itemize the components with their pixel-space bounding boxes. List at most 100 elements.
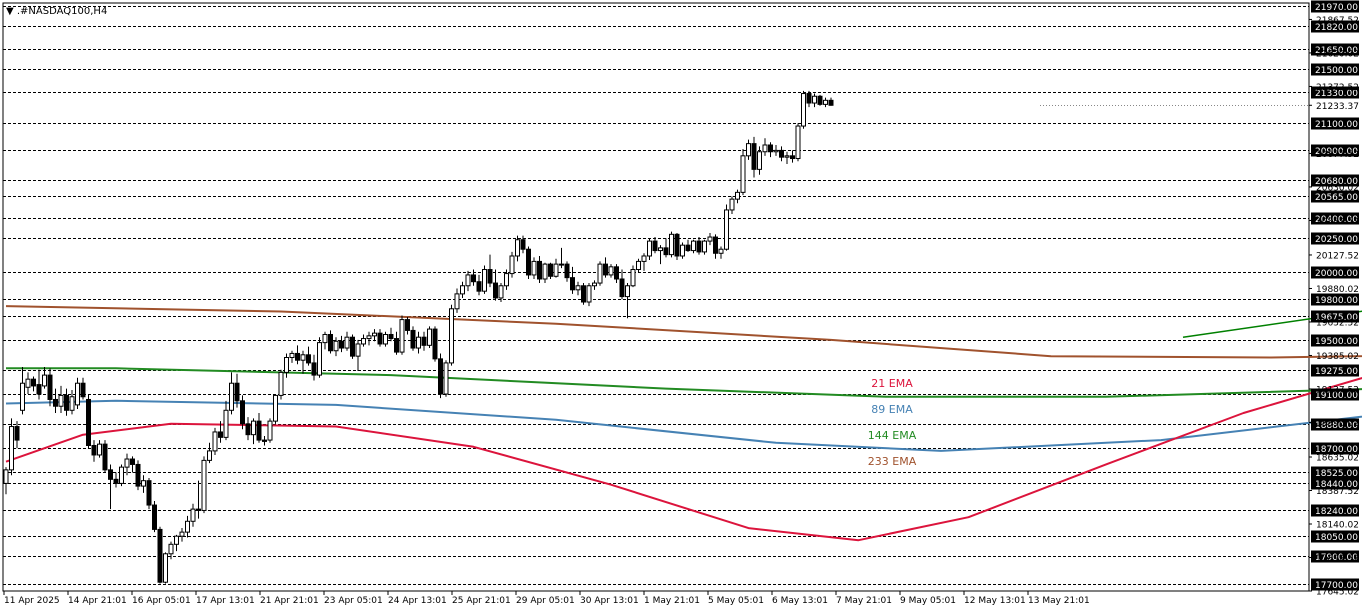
y-tick-label: 21233.37 (1316, 102, 1359, 112)
price-level-label: 19675.00 (1315, 313, 1358, 323)
candle-body (75, 382, 80, 406)
candle (3, 467, 9, 495)
candle-body (58, 394, 64, 407)
candle (614, 264, 619, 284)
price-level-label: 20565.00 (1315, 193, 1358, 203)
candle (493, 269, 498, 301)
candle (575, 281, 581, 296)
price-level-label-box (1311, 266, 1359, 279)
time-axis: 11 Apr 2025 14 Apr 21:01 16 Apr 05:01 17 Ap… (3, 591, 1090, 606)
ema-legend: 21 EMA 89 EMA 144 EMA 233 EMA (868, 377, 917, 468)
ema144-line (6, 367, 1362, 398)
candle (421, 331, 427, 351)
candle (438, 353, 443, 399)
candle-body (399, 319, 405, 353)
candle (581, 283, 586, 305)
candle-body (669, 233, 674, 256)
candle-body (680, 244, 685, 257)
candle-body (735, 191, 740, 200)
candle (608, 264, 614, 278)
candle (196, 480, 201, 519)
candle (432, 326, 438, 362)
candle (685, 239, 691, 252)
candle-body (438, 358, 443, 395)
candle-body (91, 444, 97, 456)
candle-body (20, 382, 25, 411)
candle (339, 335, 344, 353)
candle (168, 541, 174, 560)
candle-body (64, 394, 69, 411)
candle-body (790, 155, 795, 160)
candle-body (179, 531, 185, 537)
candle-body (658, 247, 663, 252)
candle-body (586, 285, 592, 303)
candle (680, 242, 685, 259)
candle-body (135, 463, 141, 487)
price-level-label-box (1311, 20, 1359, 33)
candle (658, 245, 663, 265)
candle (729, 196, 735, 215)
candle-body (806, 93, 812, 104)
price-level-label-box (1311, 466, 1359, 479)
candle (416, 331, 421, 354)
candle-body (311, 362, 317, 376)
candle (691, 239, 696, 254)
candle (625, 283, 630, 319)
candle (553, 258, 559, 278)
candle (53, 388, 58, 414)
candle-body (416, 336, 421, 349)
candle-body (652, 240, 658, 252)
candle-body (322, 333, 328, 344)
candle-body (267, 420, 273, 441)
candle-body (548, 263, 553, 277)
candle-body (784, 155, 790, 158)
candle-body (218, 431, 223, 438)
candle (174, 534, 179, 552)
candle (185, 515, 190, 538)
candles (3, 90, 834, 584)
y-tick-label: 19137.52 (1316, 385, 1359, 395)
candle-body (201, 459, 207, 511)
y-tick-label: 18140.02 (1316, 520, 1359, 530)
candle-body (465, 274, 471, 287)
price-level-label: 20900.00 (1315, 147, 1358, 157)
candle (9, 418, 14, 476)
candle (179, 528, 185, 542)
candle (350, 334, 355, 359)
candle-body (828, 99, 834, 106)
candle-body (31, 378, 36, 387)
candle-body (47, 374, 53, 400)
candle-body (592, 282, 597, 287)
candle-body (817, 95, 823, 105)
candle (135, 460, 141, 491)
candle (823, 97, 828, 108)
price-level-label: 20250.00 (1315, 235, 1358, 245)
candle-body (207, 450, 212, 461)
x-tick-label: 23 Apr 05:01 (324, 596, 383, 606)
x-tick-label: 25 Apr 21:01 (452, 596, 511, 606)
candle (779, 146, 784, 162)
candle (273, 394, 278, 424)
candle (344, 331, 350, 351)
x-tick-label: 16 Apr 05:01 (132, 596, 191, 606)
y-tick-label: 19880.02 (1316, 285, 1359, 295)
candle-body (333, 340, 339, 352)
x-tick-label: 11 Apr 2025 (4, 596, 60, 606)
candle (405, 316, 410, 335)
price-level-label-box (1311, 190, 1359, 203)
candle (69, 389, 75, 415)
candle (25, 372, 31, 395)
x-tick-label: 1 May 21:01 (644, 596, 700, 606)
candle-body (377, 332, 383, 345)
candle-body (124, 458, 130, 468)
candle (674, 232, 680, 261)
candle-body (53, 398, 58, 407)
candle (735, 189, 740, 204)
price-level-label: 17700.00 (1315, 581, 1358, 591)
candle (559, 247, 564, 269)
candle (476, 274, 482, 296)
candle (278, 369, 284, 400)
candle (531, 257, 537, 279)
candle-body (674, 233, 680, 257)
